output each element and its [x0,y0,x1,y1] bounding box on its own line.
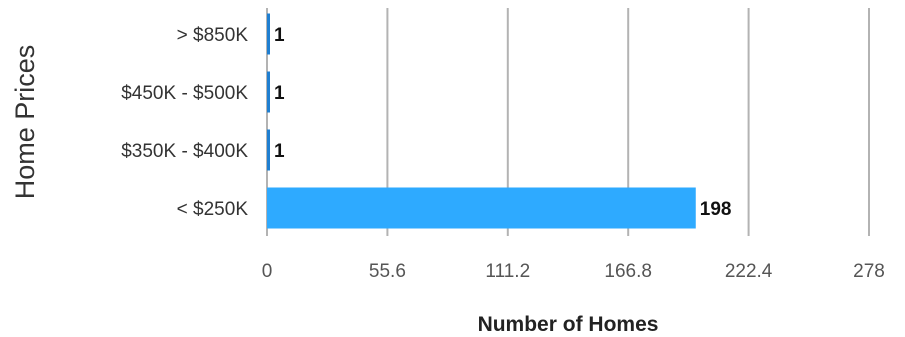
category-labels: > $850K $450K - $500K $350K - $400K < $250K [121,25,248,220]
data-labels: 1 1 1 198 [274,25,731,220]
x-tick-label: 55.6 [369,261,406,282]
bar [267,129,270,171]
x-tick-label: 166.8 [604,261,652,282]
bar [267,71,270,113]
x-axis-title: Number of Homes [478,313,659,336]
data-label: 198 [700,199,732,220]
y-axis-title: Home Prices [10,45,40,200]
x-tick-label: 222.4 [725,261,773,282]
x-tick-label: 111.2 [485,261,530,282]
category-label: > $850K [177,25,249,46]
category-label: < $250K [177,199,249,220]
category-label: $350K - $400K [121,141,248,162]
data-label: 1 [274,83,285,104]
x-tick-label: 0 [262,261,273,282]
data-label: 1 [274,141,285,162]
x-tick-label: 278 [853,261,885,282]
bars [267,13,696,229]
bar [267,13,270,55]
category-label: $450K - $500K [121,83,248,104]
x-tick-labels: 0 55.6 111.2 166.8 222.4 278 [262,261,885,282]
bar [267,187,696,229]
data-label: 1 [274,25,285,46]
